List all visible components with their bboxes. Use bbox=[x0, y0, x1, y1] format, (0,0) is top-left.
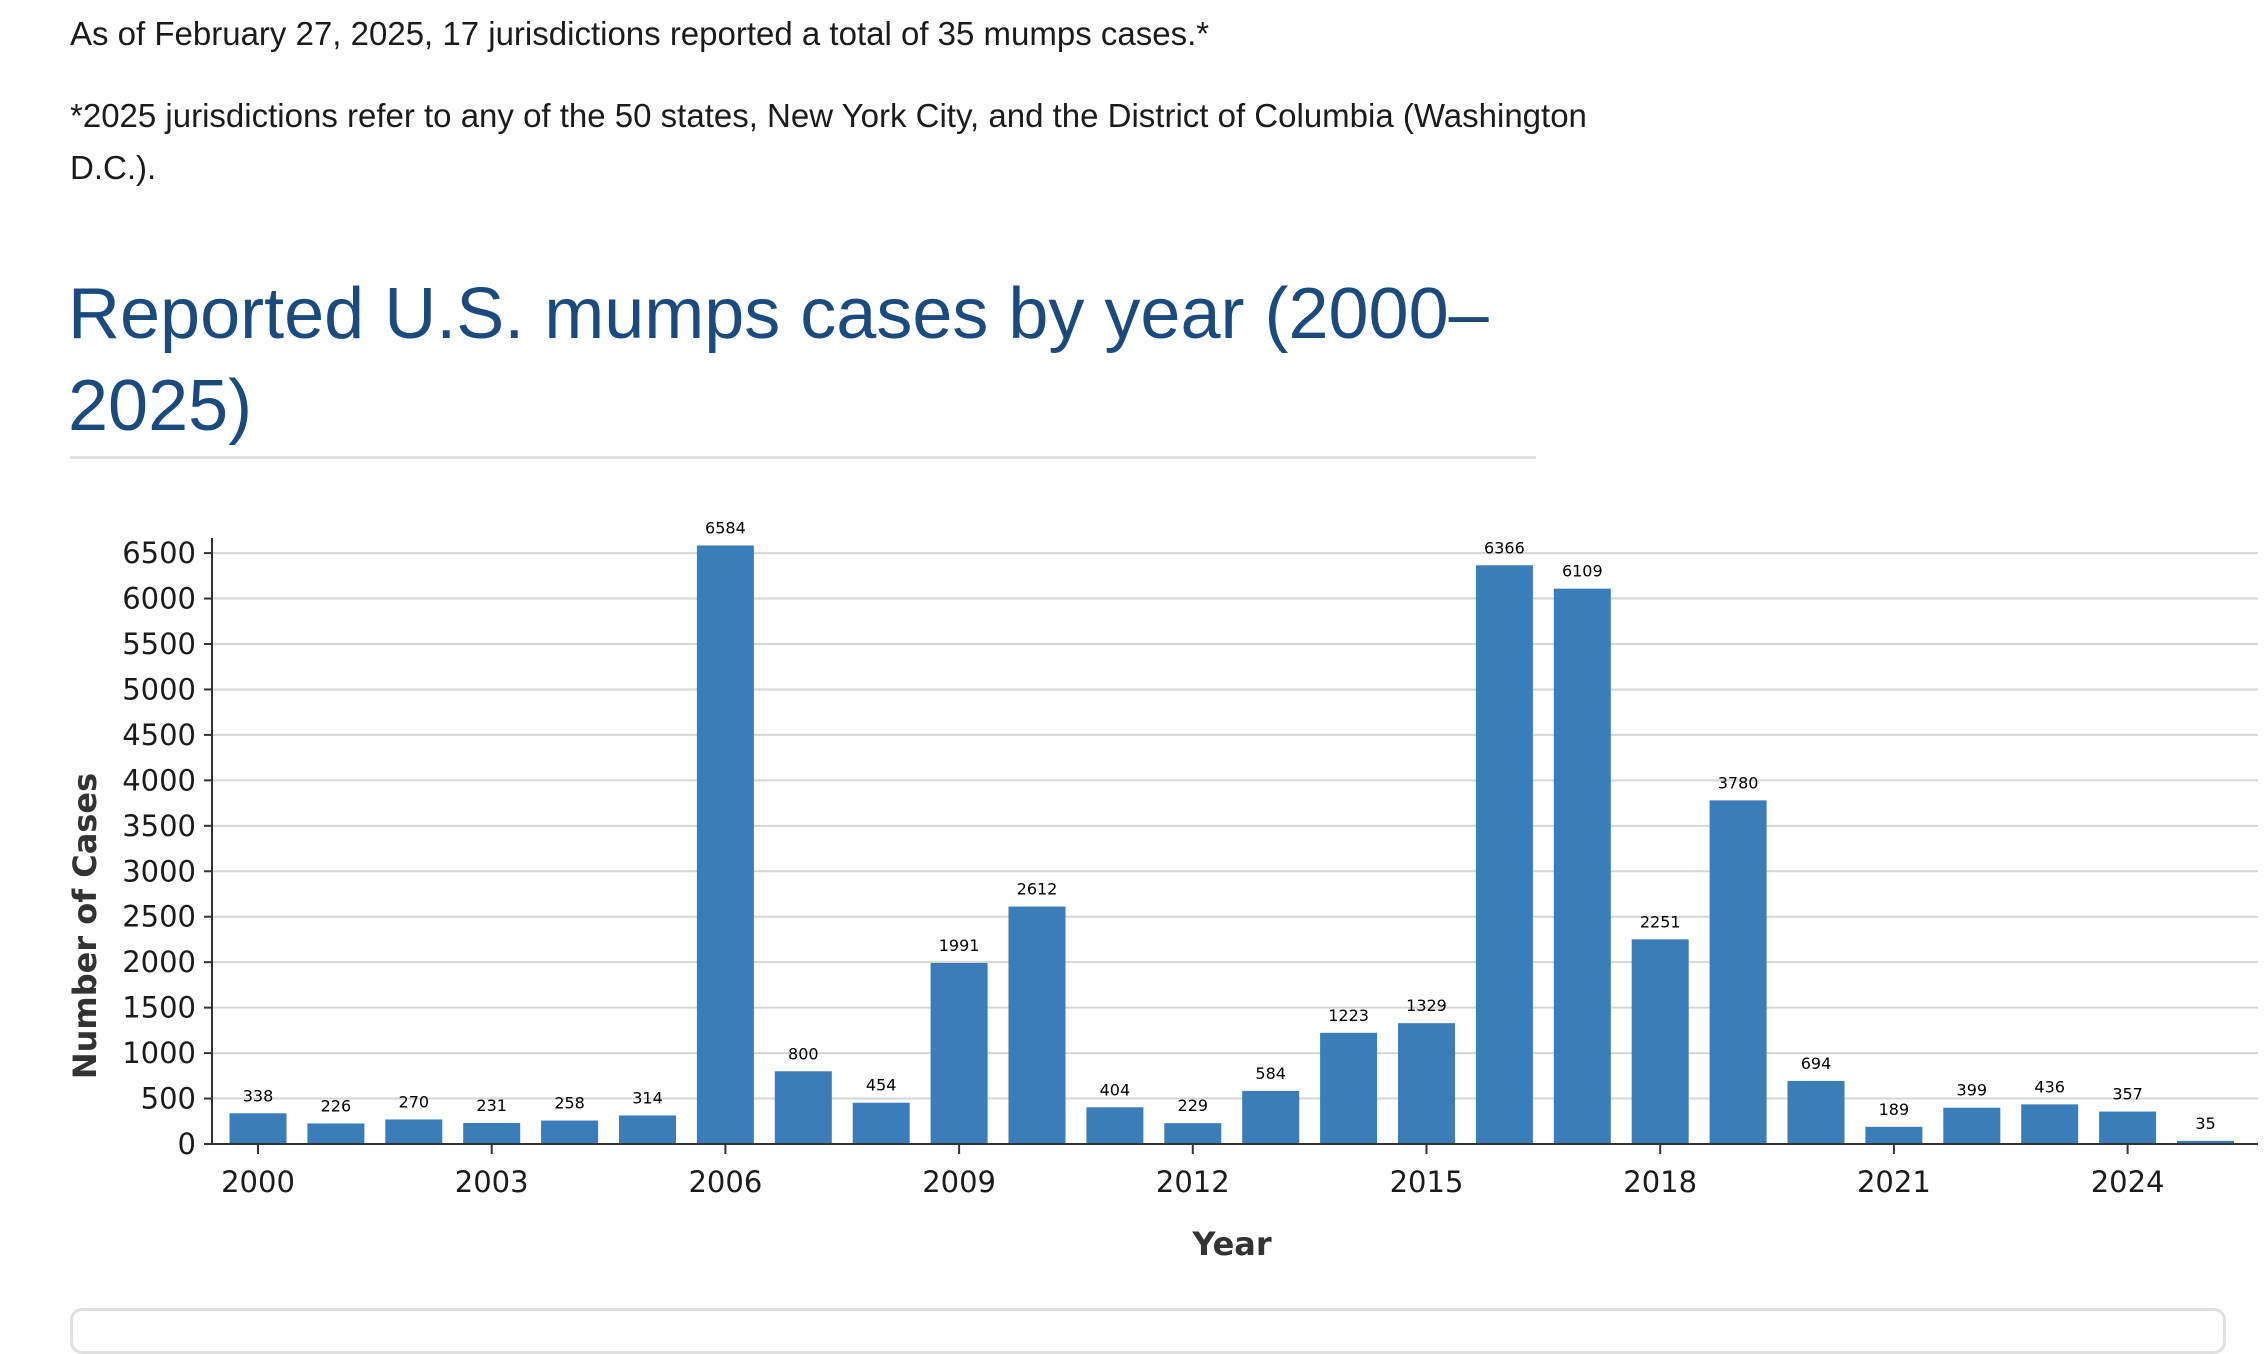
bar-2003 bbox=[463, 1123, 521, 1144]
bar-value-label: 6109 bbox=[1562, 562, 1603, 581]
bar-value-label: 800 bbox=[788, 1044, 819, 1063]
bar-2023 bbox=[2021, 1104, 2079, 1144]
bar-2011 bbox=[1086, 1107, 1144, 1144]
bar-2006 bbox=[696, 545, 754, 1144]
y-tick-label: 4500 bbox=[122, 718, 196, 752]
x-tick-label: 2015 bbox=[1390, 1165, 1464, 1199]
bar-2009 bbox=[930, 963, 988, 1144]
bar-value-label: 229 bbox=[1178, 1096, 1209, 1115]
next-section-card bbox=[70, 1308, 2226, 1354]
y-tick-label: 5500 bbox=[122, 627, 196, 661]
x-tick-label: 2024 bbox=[2091, 1165, 2165, 1199]
bar-2018 bbox=[1631, 939, 1689, 1144]
bar-value-label: 314 bbox=[632, 1088, 663, 1107]
summary-text: As of February 27, 2025, 17 jurisdiction… bbox=[70, 15, 1210, 52]
bar-value-label: 694 bbox=[1801, 1054, 1832, 1073]
x-tick-label: 2000 bbox=[221, 1165, 295, 1199]
bar-value-label: 357 bbox=[2112, 1085, 2143, 1104]
bar-value-label: 436 bbox=[2034, 1077, 2065, 1096]
y-tick-label: 6000 bbox=[122, 582, 196, 616]
x-tick-label: 2018 bbox=[1623, 1165, 1697, 1199]
bar-2020 bbox=[1787, 1080, 1845, 1144]
bar-2004 bbox=[541, 1120, 599, 1144]
bar-value-label: 2612 bbox=[1017, 880, 1058, 899]
bar-2010 bbox=[1008, 906, 1066, 1144]
x-tick-label: 2009 bbox=[922, 1165, 996, 1199]
bar-2014 bbox=[1320, 1032, 1378, 1144]
y-tick-label: 0 bbox=[178, 1127, 196, 1161]
bar-value-label: 226 bbox=[321, 1096, 352, 1115]
bar-value-label: 35 bbox=[2195, 1114, 2215, 1133]
y-tick-label: 3500 bbox=[122, 809, 196, 843]
x-tick-label: 2012 bbox=[1156, 1165, 1230, 1199]
bar-value-label: 2251 bbox=[1640, 912, 1681, 931]
bar-2002 bbox=[385, 1119, 443, 1144]
y-tick-label: 2000 bbox=[122, 945, 196, 979]
y-axis-title: Number of Cases bbox=[66, 773, 104, 1079]
bar-2001 bbox=[307, 1123, 365, 1144]
bar-2024 bbox=[2099, 1111, 2157, 1144]
footnote-text: *2025 jurisdictions refer to any of the … bbox=[70, 97, 1587, 186]
bar-2017 bbox=[1553, 588, 1611, 1144]
bar-value-label: 189 bbox=[1879, 1100, 1910, 1119]
bar-value-label: 258 bbox=[554, 1094, 585, 1113]
x-tick-label: 2006 bbox=[688, 1165, 762, 1199]
bar-value-label: 399 bbox=[1957, 1081, 1988, 1100]
bar-2000 bbox=[229, 1113, 287, 1144]
y-tick-label: 500 bbox=[141, 1082, 196, 1116]
bar-2013 bbox=[1242, 1090, 1300, 1144]
chart-title: Reported U.S. mumps cases by year (2000–… bbox=[68, 274, 1489, 446]
bar-value-label: 338 bbox=[243, 1086, 274, 1105]
bar-2005 bbox=[619, 1115, 676, 1144]
y-tick-label: 3000 bbox=[122, 854, 196, 888]
bar-value-label: 1329 bbox=[1406, 996, 1447, 1015]
bar-2021 bbox=[1865, 1126, 1923, 1144]
bar-2025 bbox=[2177, 1140, 2234, 1144]
mumps-bar-chart: 338 226 270 231 258 314 6584 800 454 1991 2612 404 2… bbox=[66, 518, 2258, 1263]
bar-value-label: 231 bbox=[476, 1096, 507, 1115]
bar-value-label: 454 bbox=[866, 1076, 897, 1095]
y-tick-label: 2500 bbox=[122, 900, 196, 934]
bar-value-label: 1223 bbox=[1328, 1006, 1369, 1025]
bar-2007 bbox=[774, 1071, 832, 1144]
x-tick-label: 2003 bbox=[455, 1165, 529, 1199]
bar-value-label: 404 bbox=[1100, 1080, 1131, 1099]
bar-2008 bbox=[852, 1102, 910, 1144]
bar-value-label: 270 bbox=[399, 1092, 430, 1111]
bar-value-label: 1991 bbox=[939, 936, 980, 955]
bar-2022 bbox=[1943, 1107, 2001, 1144]
bar-2015 bbox=[1398, 1023, 1455, 1144]
bar-value-label: 3780 bbox=[1718, 773, 1759, 792]
y-tick-label: 5000 bbox=[122, 672, 196, 706]
y-tick-label: 1000 bbox=[122, 1036, 196, 1070]
x-axis-title: Year bbox=[1191, 1225, 1272, 1263]
x-tick-label: 2021 bbox=[1857, 1165, 1931, 1199]
bar-value-label: 6366 bbox=[1484, 538, 1525, 557]
y-tick-label: 1500 bbox=[122, 991, 196, 1025]
y-tick-label: 4000 bbox=[122, 763, 196, 797]
bar-2019 bbox=[1709, 800, 1767, 1144]
title-divider bbox=[70, 456, 1536, 459]
bar-2012 bbox=[1164, 1123, 1222, 1144]
y-tick-label: 6500 bbox=[122, 536, 196, 570]
bar-value-label: 584 bbox=[1255, 1064, 1286, 1083]
bar-2016 bbox=[1475, 565, 1533, 1144]
bar-value-label: 6584 bbox=[705, 518, 746, 537]
